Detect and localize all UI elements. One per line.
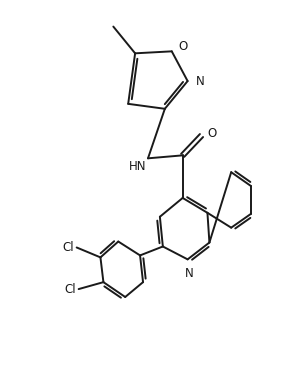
Text: N: N bbox=[185, 267, 194, 280]
Text: N: N bbox=[196, 75, 204, 87]
Text: Cl: Cl bbox=[64, 283, 76, 296]
Text: Cl: Cl bbox=[62, 241, 74, 254]
Text: O: O bbox=[179, 40, 188, 53]
Text: O: O bbox=[207, 127, 217, 140]
Text: HN: HN bbox=[129, 160, 146, 173]
